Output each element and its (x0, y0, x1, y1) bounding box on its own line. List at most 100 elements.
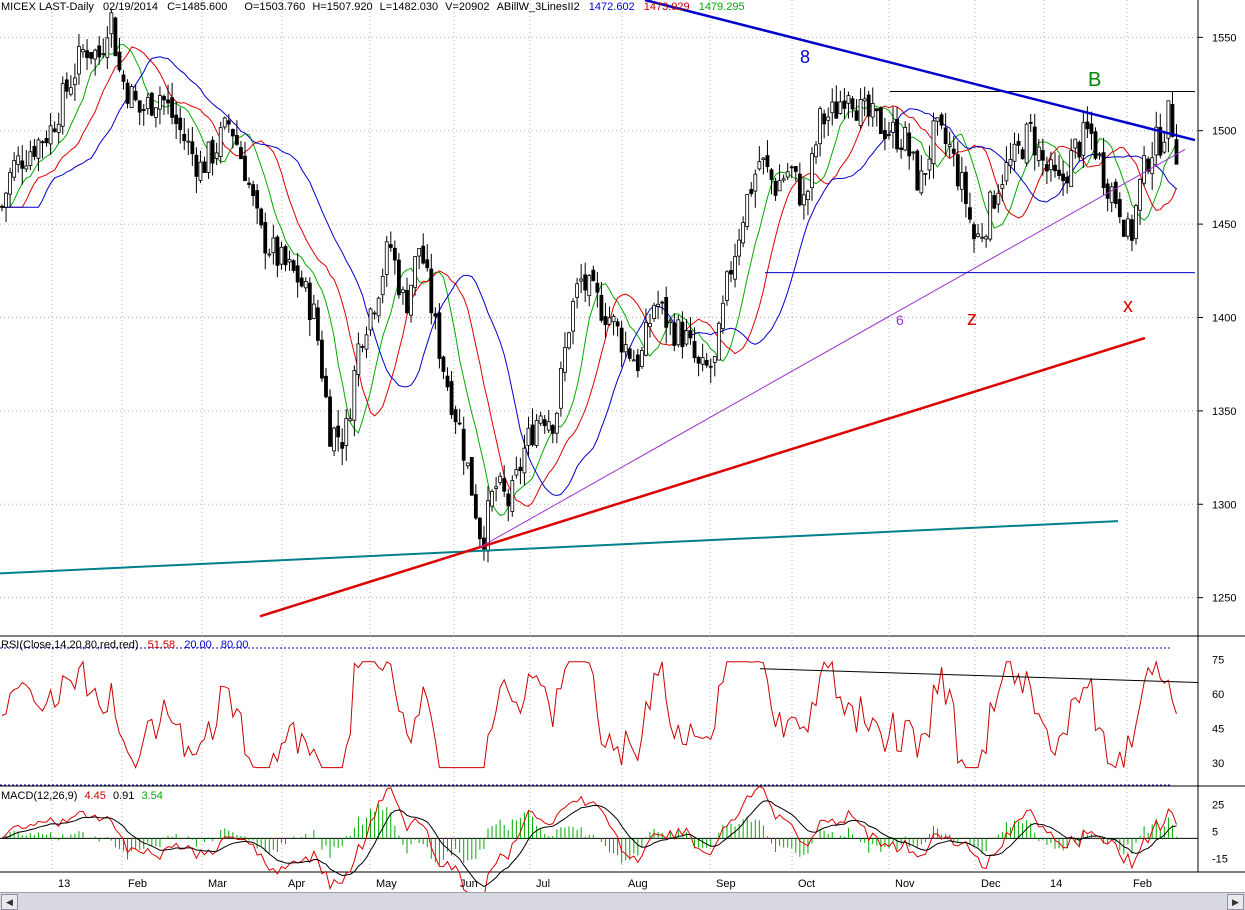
candle-body (830, 101, 835, 114)
candle-body (40, 141, 45, 144)
candle-body (907, 132, 912, 157)
candle-body (903, 127, 908, 151)
candle-body (32, 145, 37, 157)
chart-header: MICEX LAST-Daily 02/19/2014 C=1485.600 O… (1, 1, 745, 13)
candle-body (178, 117, 183, 130)
chart-grid (0, 0, 1245, 873)
candle-body (522, 447, 527, 474)
candle-body (259, 208, 264, 226)
candle-body (299, 277, 304, 287)
candle-body (243, 155, 247, 182)
candle-body (676, 319, 681, 346)
horizontal-scrollbar[interactable]: ◀ ▶ (0, 892, 1245, 910)
candle-body (575, 283, 579, 298)
candle-body (623, 344, 628, 353)
candle-body (542, 419, 547, 427)
candle-body (793, 166, 798, 172)
x-tick-label: Feb (1133, 878, 1152, 890)
candle-body (222, 117, 227, 128)
candle-body (534, 419, 539, 446)
candle-body (1024, 123, 1029, 164)
candle-body (745, 194, 750, 227)
y-tick-label: 1500 (1212, 126, 1236, 138)
x-tick-label: 14 (1050, 878, 1062, 890)
candle-body (968, 207, 972, 220)
candle-body (579, 278, 584, 282)
ma-green-line (2, 43, 1177, 517)
candle-body (324, 375, 328, 398)
rsi-value: 51.58 (147, 639, 176, 651)
rsi-tick-label: 60 (1212, 689, 1224, 701)
candle-body (170, 97, 175, 118)
candle-body (149, 92, 154, 116)
candle-body (1073, 138, 1078, 149)
candle-body (1146, 158, 1151, 172)
candle-body (194, 154, 199, 177)
candle-body (891, 121, 895, 133)
scroll-right-icon[interactable]: ▶ (1227, 894, 1244, 910)
candle-body (583, 274, 588, 291)
candle-body (854, 110, 859, 121)
candle-body (251, 184, 256, 196)
candle-body (153, 107, 158, 118)
y-tick-label: 1450 (1212, 219, 1236, 231)
x-tick-label: Jun (460, 878, 478, 890)
candle-body (1004, 162, 1009, 182)
candle-body (137, 100, 142, 113)
candle-body (97, 45, 102, 58)
trend-lines (0, 0, 1196, 618)
candle-body (1166, 100, 1171, 139)
candle-body (490, 491, 494, 507)
candle-body (672, 322, 677, 346)
candle-body (518, 466, 523, 472)
candle-body (433, 313, 438, 317)
candle-body (1008, 158, 1013, 167)
macd-panel (0, 785, 1198, 892)
candle-body (1134, 205, 1138, 240)
candle-body (279, 246, 284, 265)
candle-body (1158, 126, 1163, 156)
candle-body (652, 304, 656, 320)
candle-body (911, 151, 916, 154)
low-label: L=1482.030 (379, 1, 439, 13)
candle-body (538, 415, 543, 424)
candle-body (834, 101, 839, 119)
scroll-left-icon[interactable]: ◀ (1, 894, 18, 910)
candle-body (380, 275, 385, 296)
candle-body (692, 341, 697, 359)
axis-labels: 13 Feb Mar Apr May Jun Jul Aug Sep Oct Nov Dec 14 Feb… (58, 32, 1236, 890)
candle-body (81, 49, 85, 53)
candle-body (449, 381, 454, 416)
candle-body (425, 259, 430, 269)
candle-body (506, 493, 511, 507)
red-trend-line (259, 336, 1146, 618)
candle-body (469, 456, 474, 496)
candle-body (85, 50, 89, 58)
candle-body (413, 256, 418, 288)
candle-body (263, 222, 268, 254)
candle-body (567, 332, 571, 349)
candle-body (850, 98, 855, 110)
candle-body (16, 155, 21, 165)
candle-body (307, 282, 312, 321)
candle-body (984, 236, 989, 240)
candle-body (716, 322, 721, 361)
candle-body (656, 303, 660, 307)
x-tick-label: Sep (716, 878, 736, 890)
candle-body (230, 129, 235, 137)
candle-body (275, 236, 280, 266)
candle-body (372, 312, 377, 315)
candle-body (113, 17, 118, 57)
candle-body (1097, 153, 1102, 156)
candle-body (992, 195, 997, 209)
candle-body (340, 442, 345, 449)
candle-body (951, 148, 956, 154)
candle-body (48, 125, 53, 145)
rsi-line (1, 659, 1177, 769)
candle-body (206, 141, 211, 173)
candle-body (388, 244, 393, 248)
candle-body (826, 116, 831, 121)
candle-body (368, 308, 373, 331)
candle-body (24, 165, 29, 170)
